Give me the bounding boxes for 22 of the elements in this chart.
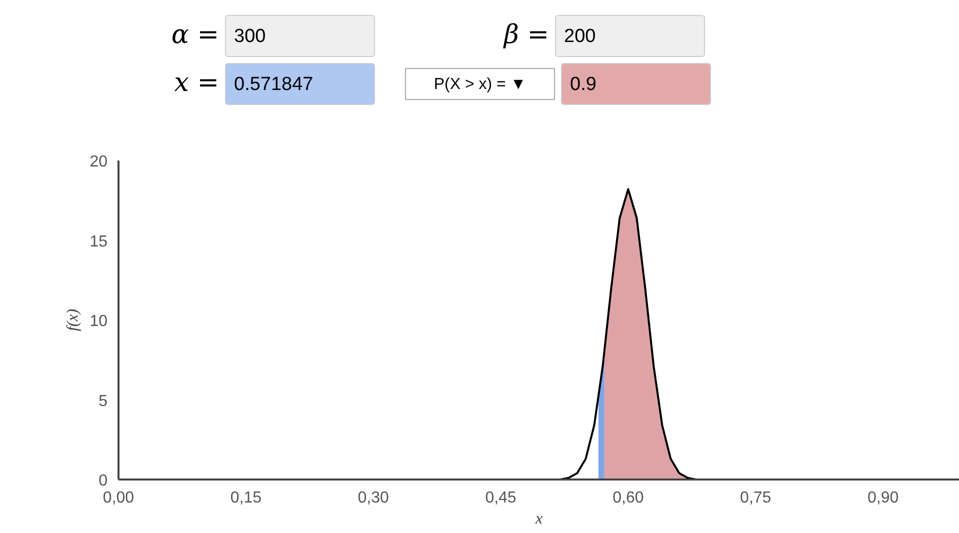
x-axis-title: x [534, 510, 543, 528]
text: α = [170, 19, 220, 52]
text: 0.9 [561, 63, 711, 105]
x-tick-label: 0,45 [485, 490, 516, 506]
text: P(X > x) = ▼ [405, 68, 555, 100]
y-tick-label: 5 [98, 392, 108, 410]
x-tick-label: 0,90 [867, 490, 899, 506]
text: 200 [555, 15, 705, 57]
x-tick-label: 0,75 [740, 490, 772, 506]
y-axis-title: f(x) [64, 308, 82, 332]
x-tick-label: 0,60 [612, 490, 644, 506]
text: β = [502, 19, 550, 52]
x-tick-label: 0,00 [102, 490, 134, 506]
text: x = [173, 67, 220, 100]
x-tick-label: 0,15 [230, 490, 262, 506]
y-tick-label: 10 [90, 313, 108, 330]
text: 0.571847 [225, 63, 375, 105]
y-tick-label: 15 [90, 233, 108, 250]
x-tick-label: 0,30 [358, 490, 390, 506]
y-tick-label: 0 [98, 472, 108, 490]
text: 300 [225, 15, 375, 57]
y-tick-label: 20 [90, 154, 108, 170]
